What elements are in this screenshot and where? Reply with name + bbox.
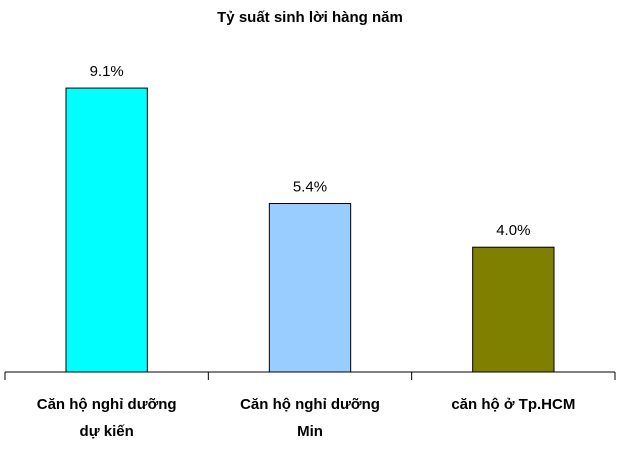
- value-label: 9.1%: [90, 63, 124, 80]
- x-tick-label: dự kiến: [80, 423, 134, 440]
- value-label: 4.0%: [496, 222, 530, 239]
- x-tick-label: Căn hộ nghỉ dưỡng: [37, 396, 177, 413]
- bar: [65, 87, 148, 373]
- chart-title: Tỷ suất sinh lời hàng năm: [217, 9, 403, 26]
- value-label: 5.4%: [293, 178, 327, 195]
- x-tick-label: Căn hộ nghỉ dưỡng: [240, 396, 380, 413]
- x-tick-label: căn hộ ở Tp.HCM: [451, 396, 575, 413]
- bar: [472, 246, 555, 373]
- x-tick-label: Min: [297, 423, 323, 440]
- bar: [268, 203, 352, 373]
